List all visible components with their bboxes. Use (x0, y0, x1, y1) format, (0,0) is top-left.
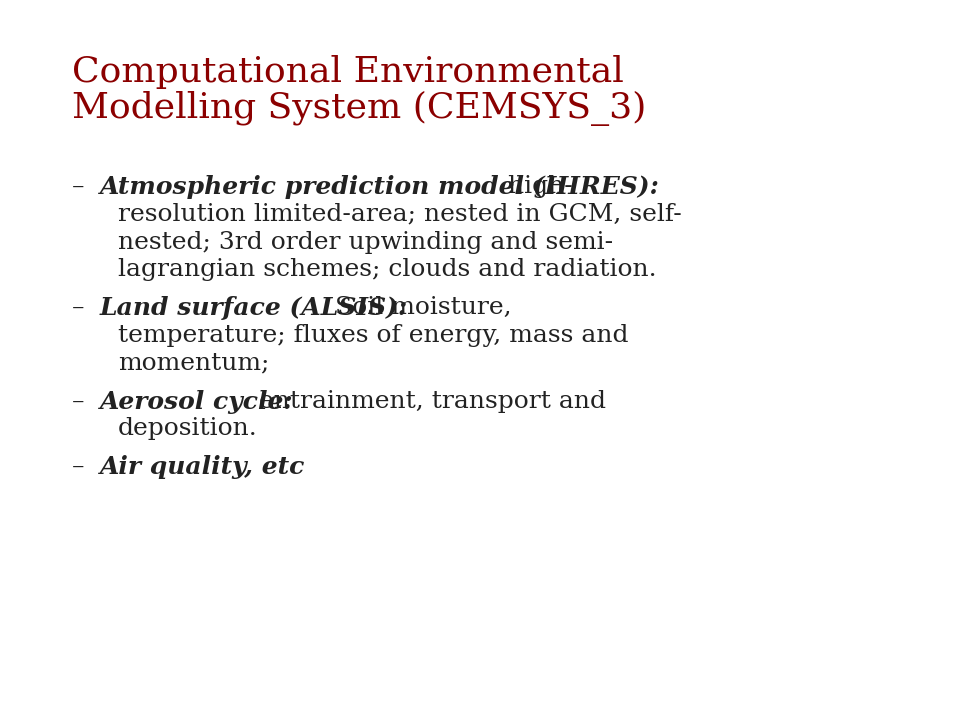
Text: momentum;: momentum; (118, 352, 270, 375)
Text: –: – (72, 455, 84, 478)
Text: Land surface (ALSIS):: Land surface (ALSIS): (100, 296, 408, 320)
Text: temperature; fluxes of energy, mass and: temperature; fluxes of energy, mass and (118, 324, 629, 347)
Text: deposition.: deposition. (118, 418, 257, 441)
Text: entrainment, transport and: entrainment, transport and (252, 390, 606, 413)
Text: Soil moisture,: Soil moisture, (326, 296, 512, 319)
Text: lagrangian schemes; clouds and radiation.: lagrangian schemes; clouds and radiation… (118, 258, 657, 282)
Text: –: – (72, 296, 84, 319)
Text: Air quality, etc: Air quality, etc (100, 455, 305, 479)
Text: Modelling System (CEMSYS_3): Modelling System (CEMSYS_3) (72, 91, 646, 126)
Text: nested; 3rd order upwinding and semi-: nested; 3rd order upwinding and semi- (118, 230, 613, 253)
Text: –: – (72, 390, 84, 413)
Text: Computational Environmental: Computational Environmental (72, 55, 624, 89)
Text: resolution limited-area; nested in GCM, self-: resolution limited-area; nested in GCM, … (118, 202, 682, 225)
Text: Atmospheric prediction model (HIRES):: Atmospheric prediction model (HIRES): (100, 175, 660, 199)
Text: –: – (72, 175, 84, 198)
Text: high-: high- (499, 175, 572, 198)
Text: Aerosol cycle:: Aerosol cycle: (100, 390, 294, 413)
